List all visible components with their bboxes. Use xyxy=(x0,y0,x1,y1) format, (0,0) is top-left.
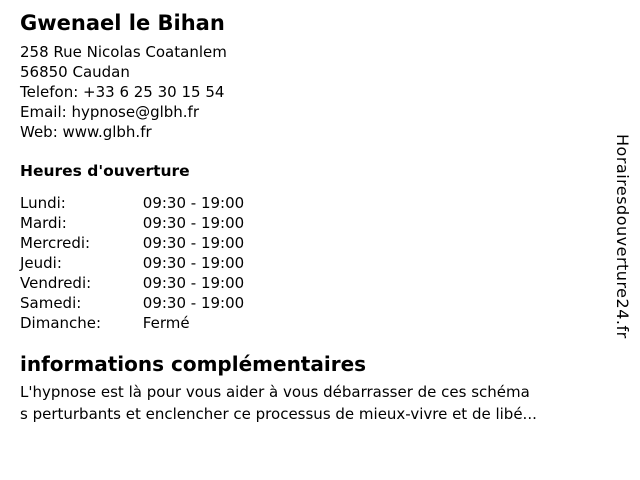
hours-row-thursday: Jeudi: 09:30 - 19:00 xyxy=(20,253,244,273)
time-value: 09:30 - 19:00 xyxy=(142,234,245,252)
phone-line: Telefon: +33 6 25 30 15 54 xyxy=(20,83,225,101)
time-value: 09:30 - 19:00 xyxy=(142,274,245,292)
info-text-line: s perturbants et enclencher ce processus… xyxy=(20,405,537,423)
day-label: Dimanche: xyxy=(20,314,102,332)
day-label: Mardi: xyxy=(20,214,67,232)
email-line: Email: hypnose@glbh.fr xyxy=(20,103,200,121)
day-label: Lundi: xyxy=(20,194,66,212)
hours-row-friday: Vendredi: 09:30 - 19:00 xyxy=(20,273,244,293)
day-label: Vendredi: xyxy=(20,274,92,292)
watermark-site-name: Horairesdouverture24.fr xyxy=(613,134,632,339)
opening-hours-title: Heures d'ouverture xyxy=(20,162,190,180)
day-label: Mercredi: xyxy=(20,234,91,252)
hours-row-wednesday: Mercredi: 09:30 - 19:00 xyxy=(20,233,244,253)
hours-row-sunday: Dimanche: Fermé xyxy=(20,313,244,333)
contact-block: 258 Rue Nicolas Coatanlem 56850 Caudan T… xyxy=(20,42,227,142)
business-name: Gwenael le Bihan xyxy=(20,11,225,35)
day-label: Samedi: xyxy=(20,294,82,312)
info-text-line: L'hypnose est là pour vous aider à vous … xyxy=(20,383,530,401)
additional-info-title: informations complémentaires xyxy=(20,352,367,376)
hours-row-tuesday: Mardi: 09:30 - 19:00 xyxy=(20,213,244,233)
day-label: Jeudi: xyxy=(20,254,62,272)
website-line: Web: www.glbh.fr xyxy=(20,123,152,141)
address-street: 258 Rue Nicolas Coatanlem xyxy=(20,43,227,61)
hours-row-saturday: Samedi: 09:30 - 19:00 xyxy=(20,293,244,313)
time-value: 09:30 - 19:00 xyxy=(142,254,245,272)
opening-hours-table: Lundi: 09:30 - 19:00 Mardi: 09:30 - 19:0… xyxy=(20,193,244,333)
time-value: 09:30 - 19:00 xyxy=(142,294,245,312)
time-value: 09:30 - 19:00 xyxy=(142,194,245,212)
hours-row-monday: Lundi: 09:30 - 19:00 xyxy=(20,193,244,213)
time-value: Fermé xyxy=(142,314,190,332)
time-value: 09:30 - 19:00 xyxy=(142,214,245,232)
address-city: 56850 Caudan xyxy=(20,63,130,81)
additional-info-text: L'hypnose est là pour vous aider à vous … xyxy=(20,381,616,425)
